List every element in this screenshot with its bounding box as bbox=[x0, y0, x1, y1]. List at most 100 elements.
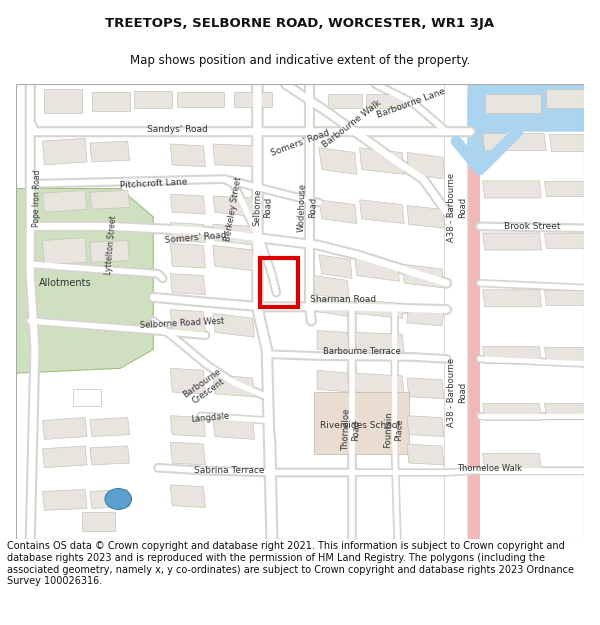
Text: A38 - Barbourne
Road: A38 - Barbourne Road bbox=[448, 357, 467, 427]
Polygon shape bbox=[355, 299, 404, 318]
Polygon shape bbox=[73, 389, 101, 406]
Polygon shape bbox=[313, 276, 349, 299]
Text: Thorneloe Walk: Thorneloe Walk bbox=[457, 464, 522, 473]
Polygon shape bbox=[90, 489, 130, 509]
Text: Wodehouse
Road: Wodehouse Road bbox=[297, 182, 318, 232]
Polygon shape bbox=[170, 309, 205, 332]
Polygon shape bbox=[43, 238, 87, 264]
Polygon shape bbox=[234, 92, 272, 107]
Polygon shape bbox=[90, 141, 130, 162]
Polygon shape bbox=[407, 152, 445, 179]
Polygon shape bbox=[544, 347, 584, 362]
Polygon shape bbox=[43, 418, 87, 439]
Text: Pitchcroft Lane: Pitchcroft Lane bbox=[119, 177, 187, 190]
Polygon shape bbox=[407, 206, 445, 228]
Polygon shape bbox=[170, 144, 205, 167]
Text: Riversides School: Riversides School bbox=[320, 421, 400, 429]
Polygon shape bbox=[328, 94, 362, 108]
Polygon shape bbox=[353, 373, 404, 395]
Polygon shape bbox=[92, 92, 130, 111]
Polygon shape bbox=[407, 416, 444, 436]
Polygon shape bbox=[90, 418, 130, 436]
Text: Berkeley Street: Berkeley Street bbox=[224, 176, 244, 242]
Text: Sabrina Terrace: Sabrina Terrace bbox=[194, 466, 264, 475]
Polygon shape bbox=[366, 94, 404, 108]
Polygon shape bbox=[544, 290, 584, 305]
Polygon shape bbox=[319, 200, 357, 224]
Polygon shape bbox=[359, 200, 404, 224]
Polygon shape bbox=[317, 331, 349, 351]
Text: Barbourne Lane: Barbourne Lane bbox=[376, 87, 446, 120]
Text: A38 - Barbourne
Road: A38 - Barbourne Road bbox=[448, 173, 467, 242]
Polygon shape bbox=[355, 257, 400, 281]
Polygon shape bbox=[482, 233, 541, 250]
Polygon shape bbox=[482, 134, 546, 151]
Polygon shape bbox=[549, 134, 584, 151]
Text: Fountain
Place: Fountain Place bbox=[383, 411, 404, 449]
Polygon shape bbox=[319, 255, 352, 278]
Polygon shape bbox=[213, 375, 254, 397]
Text: Allotments: Allotments bbox=[39, 278, 92, 288]
Text: Barbourne Walk: Barbourne Walk bbox=[321, 99, 383, 150]
Polygon shape bbox=[134, 91, 172, 108]
Polygon shape bbox=[482, 181, 541, 198]
Text: Pope Iron Road: Pope Iron Road bbox=[32, 169, 42, 227]
Polygon shape bbox=[90, 191, 130, 209]
Polygon shape bbox=[402, 264, 444, 288]
Polygon shape bbox=[170, 416, 205, 436]
Text: Sharman Road: Sharman Road bbox=[310, 295, 376, 304]
Polygon shape bbox=[482, 454, 541, 471]
Polygon shape bbox=[544, 403, 584, 419]
Polygon shape bbox=[82, 512, 115, 531]
Polygon shape bbox=[170, 243, 205, 268]
Polygon shape bbox=[407, 304, 444, 326]
Polygon shape bbox=[355, 332, 404, 353]
Polygon shape bbox=[407, 378, 444, 399]
Polygon shape bbox=[447, 84, 480, 539]
Text: Barbourne Terrace: Barbourne Terrace bbox=[323, 347, 400, 356]
Polygon shape bbox=[170, 222, 205, 243]
Polygon shape bbox=[43, 138, 87, 165]
Polygon shape bbox=[213, 245, 254, 271]
Polygon shape bbox=[544, 233, 584, 248]
Polygon shape bbox=[544, 181, 584, 196]
Bar bbox=[260, 258, 298, 307]
Polygon shape bbox=[90, 446, 130, 465]
Text: Map shows position and indicative extent of the property.: Map shows position and indicative extent… bbox=[130, 54, 470, 68]
Polygon shape bbox=[170, 368, 205, 394]
Polygon shape bbox=[43, 191, 87, 212]
Polygon shape bbox=[317, 298, 349, 316]
Text: Lyttelton Street: Lyttelton Street bbox=[104, 215, 118, 276]
Text: Selborne
Road: Selborne Road bbox=[253, 188, 274, 226]
Polygon shape bbox=[314, 392, 409, 454]
Polygon shape bbox=[213, 144, 257, 167]
Polygon shape bbox=[177, 92, 224, 107]
Polygon shape bbox=[482, 347, 541, 364]
Text: Selborne Road West: Selborne Road West bbox=[139, 316, 224, 329]
Polygon shape bbox=[43, 446, 87, 468]
Polygon shape bbox=[170, 485, 205, 508]
Polygon shape bbox=[317, 370, 349, 392]
Polygon shape bbox=[44, 89, 82, 112]
Polygon shape bbox=[485, 94, 541, 112]
Text: TREETOPS, SELBORNE ROAD, WORCESTER, WR1 3JA: TREETOPS, SELBORNE ROAD, WORCESTER, WR1 … bbox=[106, 17, 494, 30]
Polygon shape bbox=[90, 241, 130, 262]
Polygon shape bbox=[359, 148, 404, 174]
Text: Thorneloe
Road: Thorneloe Road bbox=[341, 409, 362, 451]
Polygon shape bbox=[170, 194, 205, 214]
Text: Brook Street: Brook Street bbox=[503, 222, 560, 231]
Polygon shape bbox=[43, 489, 87, 511]
Polygon shape bbox=[449, 84, 584, 169]
Text: Barbourne
Crescent: Barbourne Crescent bbox=[182, 367, 229, 408]
Polygon shape bbox=[482, 403, 541, 421]
Polygon shape bbox=[213, 196, 256, 217]
Polygon shape bbox=[213, 314, 254, 337]
Polygon shape bbox=[213, 418, 254, 439]
Polygon shape bbox=[319, 148, 357, 174]
Polygon shape bbox=[213, 224, 256, 245]
Text: Sandys' Road: Sandys' Road bbox=[146, 125, 208, 134]
Polygon shape bbox=[16, 189, 153, 373]
Polygon shape bbox=[482, 290, 541, 307]
Text: Somers' Road: Somers' Road bbox=[269, 128, 331, 158]
Polygon shape bbox=[170, 274, 205, 294]
